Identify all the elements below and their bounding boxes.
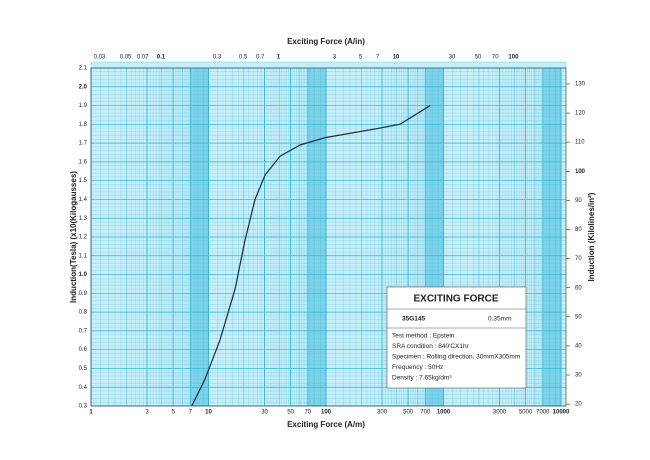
- x2-tick-label: 0.07: [137, 55, 149, 61]
- y-tick-label: 1.7: [79, 141, 88, 147]
- x-tick-label: 10: [205, 410, 212, 416]
- y-tick-label: 0.6: [79, 347, 88, 353]
- x-tick-label: 30: [261, 410, 268, 416]
- x-tick-label: 1: [89, 410, 93, 416]
- info-box: EXCITING FORCE 35G145 0.35mm Test method : …: [386, 286, 527, 389]
- y2-tick-label: 110: [575, 140, 585, 146]
- info-box-thickness: 0.35mm: [488, 316, 511, 323]
- y-axis-title: Induction(Tesla) (x10(Kilogausses): [69, 171, 78, 303]
- y2-tick-label: 70: [575, 256, 582, 262]
- x2-tick-label: 0.05: [120, 55, 132, 61]
- x-tick-label: 500: [403, 410, 414, 416]
- y-tick-label: 0.9: [79, 291, 88, 297]
- info-box-line: Frequency : 50Hz: [392, 364, 443, 371]
- top-axis-title: Exciting Force (A/in): [287, 37, 365, 46]
- y2-tick-label: 60: [575, 285, 582, 291]
- info-box-line: Test method : Epstein: [392, 333, 455, 340]
- info-box-grade: 35G145: [402, 316, 426, 323]
- y2-tick-label: 90: [575, 198, 582, 204]
- x-axis-title: Exciting Force (A/m): [287, 420, 365, 429]
- x2-tick-label: 100: [508, 55, 519, 61]
- y2-tick-label: 100: [575, 169, 586, 175]
- x2-tick-label: 0.3: [213, 55, 222, 61]
- x2-tick-label: 5: [359, 55, 363, 61]
- y-tick-label: 0.4: [79, 385, 88, 391]
- y-tick-label: 0.7: [79, 328, 88, 334]
- y-tick-label: 2.1: [79, 66, 88, 72]
- y-tick-label: 1.9: [79, 103, 88, 109]
- top-scale: [90, 61, 567, 69]
- info-box-title: EXCITING FORCE: [413, 294, 498, 305]
- x-tick-label: 3000: [493, 410, 507, 416]
- y-tick-label: 2.0: [79, 84, 88, 90]
- info-box-line: Density : 7.65kg/dm³: [392, 375, 452, 382]
- y-tick-label: 1.5: [79, 178, 88, 184]
- x2-tick-label: 0.5: [239, 55, 248, 61]
- y2-tick-label: 120: [575, 111, 586, 117]
- y-tick-label: 1.2: [79, 235, 88, 241]
- x-tick-label: 10000: [553, 410, 570, 416]
- x2-tick-label: 3: [333, 55, 337, 61]
- y2-tick-label: 20: [575, 402, 582, 408]
- x2-tick-label: 0.03: [94, 55, 106, 61]
- x2-tick-label: 70: [492, 55, 499, 61]
- y2-tick-label: 50: [575, 314, 582, 320]
- x-tick-label: 7: [189, 410, 193, 416]
- y-tick-label: 1.4: [79, 197, 88, 203]
- x-tick-label: 70: [304, 410, 311, 416]
- x2-tick-label: 30: [449, 55, 456, 61]
- y2-tick-label: 80: [575, 227, 582, 233]
- y2-tick-label: 40: [575, 343, 582, 349]
- plot-frame: [90, 67, 567, 407]
- x2-tick-label: 1: [277, 55, 281, 61]
- x-tick-label: 5000: [519, 410, 533, 416]
- y2-tick-label: 130: [575, 82, 586, 88]
- x2-tick-label: 50: [475, 55, 482, 61]
- y-tick-label: 1.1: [79, 253, 88, 259]
- curve: [191, 105, 431, 407]
- x2-tick-label: 10: [393, 55, 400, 61]
- y2-tick-label: 30: [575, 373, 582, 379]
- x-tick-label: 700: [420, 410, 431, 416]
- x-tick-label: 5: [171, 410, 175, 416]
- x2-tick-label: 7: [376, 55, 380, 61]
- info-box-line: SRA condition : 840'CX1hr: [392, 343, 470, 350]
- x-tick-label: 50: [287, 410, 294, 416]
- y-tick-label: 1.6: [79, 159, 88, 165]
- y2-axis-title: Induction (Kilolines/in²): [587, 192, 596, 281]
- y-tick-label: 0.8: [79, 310, 88, 316]
- x-tick-label: 300: [377, 410, 388, 416]
- x-tick-label: 7000: [536, 410, 550, 416]
- y-tick-label: 0.3: [79, 404, 88, 410]
- x-tick-label: 1000: [437, 410, 451, 416]
- info-box-line: Specimen : Rolling direction, 30mmX305mm: [392, 354, 520, 361]
- y-tick-label: 1.3: [79, 216, 88, 222]
- x-tick-label: 3: [145, 410, 149, 416]
- y-tick-label: 0.5: [79, 366, 88, 372]
- x2-tick-label: 0.1: [157, 55, 166, 61]
- y-tick-label: 1.0: [79, 272, 88, 278]
- x2-tick-label: 0.7: [256, 55, 265, 61]
- x-tick-label: 100: [321, 410, 332, 416]
- info-box-frame: [386, 286, 527, 389]
- y-tick-label: 1.8: [79, 122, 88, 128]
